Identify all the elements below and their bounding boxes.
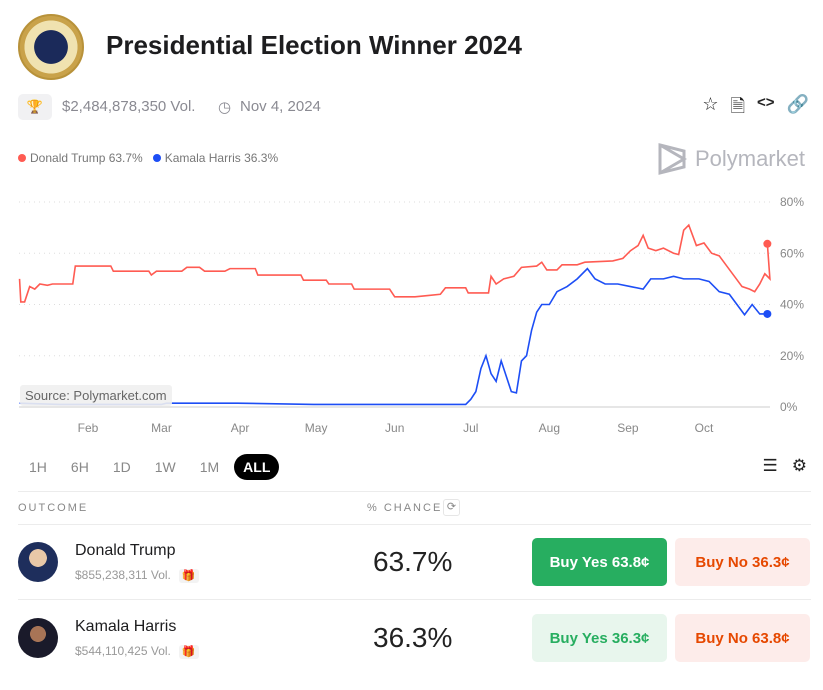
tab-1m[interactable]: 1M	[199, 459, 220, 475]
tab-1w[interactable]: 1W	[154, 459, 176, 475]
divider	[18, 524, 811, 525]
tab-1d[interactable]: 1D	[112, 459, 131, 475]
polymarket-logo: Polymarket	[657, 142, 805, 176]
x-tick-label: Sep	[617, 421, 639, 435]
y-tick-label: 20%	[780, 349, 804, 363]
buy-no-button[interactable]: Buy No 63.8¢	[675, 614, 810, 662]
trophy-icon[interactable]: 🏆	[18, 94, 52, 120]
clock-icon: ◷	[218, 99, 232, 116]
legend-harris: Kamala Harris 36.3%	[152, 151, 278, 165]
outcome-chance: 36.3%	[373, 622, 453, 653]
x-tick-label: May	[305, 421, 328, 435]
avatar	[18, 542, 58, 582]
total-volume: $2,484,878,350 Vol.	[62, 98, 196, 115]
document-icon[interactable]: 🗎	[730, 96, 746, 116]
refresh-icon[interactable]: ⟳	[443, 499, 460, 516]
x-tick-label: Aug	[539, 421, 560, 435]
x-tick-label: Feb	[78, 421, 99, 435]
x-tick-label: Jun	[385, 421, 404, 435]
outcome-chance: 63.7%	[373, 546, 453, 577]
embed-code-icon[interactable]: <>	[757, 94, 775, 111]
y-tick-label: 40%	[780, 298, 804, 312]
tab-1h[interactable]: 1H	[29, 459, 47, 475]
gift-icon[interactable]: 🎁	[178, 645, 199, 659]
avatar	[18, 618, 58, 658]
chart-legend: Donald Trump 63.7% Kamala Harris 36.3%	[18, 151, 278, 165]
legend-trump: Donald Trump 63.7%	[18, 151, 143, 165]
y-tick-label: 0%	[780, 400, 798, 414]
y-tick-label: 60%	[780, 246, 804, 260]
x-tick-label: Jul	[463, 421, 478, 435]
series-endpoint-harris	[763, 309, 772, 318]
outcome-volume: $544,110,425 Vol.	[75, 644, 171, 658]
gear-icon[interactable]: ⚙	[791, 456, 807, 475]
outcome-row-harris: Kamala Harris $544,110,425 Vol. 🎁 36.3% B…	[18, 600, 811, 676]
buy-no-button[interactable]: Buy No 36.3¢	[675, 538, 810, 586]
gift-icon[interactable]: 🎁	[178, 569, 199, 583]
source-label: Source: Polymarket.com	[20, 385, 172, 406]
chance-header: % CHANCE	[367, 502, 443, 514]
star-icon[interactable]: ☆	[702, 94, 719, 114]
divider	[18, 491, 811, 492]
time-range-tabs: 1H 6H 1D 1W 1M ALL	[20, 454, 280, 480]
link-icon[interactable]: 🔗	[786, 94, 809, 114]
end-date: Nov 4, 2024	[240, 98, 321, 115]
outcome-name: Donald Trump	[75, 542, 176, 559]
x-tick-label: Apr	[231, 421, 250, 435]
outcome-name: Kamala Harris	[75, 618, 177, 635]
outcome-header: OUTCOME	[18, 502, 89, 514]
series-line-harris	[19, 267, 768, 406]
x-tick-label: Mar	[151, 421, 172, 435]
price-history-chart[interactable]: 0% 20% 40% 60% 80% Feb Mar Apr May Jun Jul Aug Sep Oc…	[0, 185, 823, 445]
divider	[18, 599, 811, 600]
y-tick-label: 80%	[780, 195, 804, 209]
buy-yes-button[interactable]: Buy Yes 36.3¢	[532, 614, 667, 662]
x-tick-label: Oct	[695, 421, 714, 435]
series-endpoint-trump	[763, 239, 772, 248]
sliders-icon[interactable]: ☰	[762, 456, 778, 475]
outcome-volume: $855,238,311 Vol.	[75, 568, 171, 582]
presidential-seal-logo	[18, 14, 84, 80]
polymarket-icon	[658, 143, 687, 175]
tab-6h[interactable]: 6H	[70, 459, 89, 475]
outcome-row-trump: Donald Trump $855,238,311 Vol. 🎁 63.7% Bu…	[18, 524, 811, 600]
page-title: Presidential Election Winner 2024	[106, 30, 522, 60]
tab-all[interactable]: ALL	[234, 454, 280, 480]
buy-yes-button[interactable]: Buy Yes 63.8¢	[532, 538, 667, 586]
series-line-trump	[18, 223, 771, 303]
